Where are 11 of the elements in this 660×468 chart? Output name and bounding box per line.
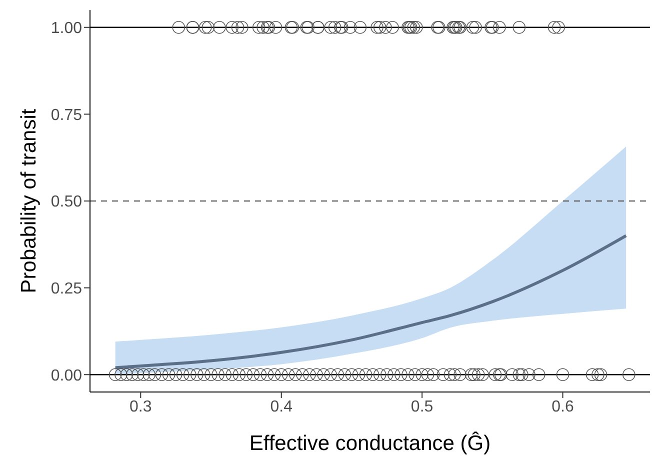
- y-axis-title: Probability of transit: [17, 108, 40, 294]
- x-tick-label: 0.5: [410, 398, 434, 416]
- y-tick-label: 1.00: [50, 20, 82, 38]
- x-tick-label: 0.6: [552, 398, 574, 416]
- y-tick-label: 0.00: [50, 367, 82, 384]
- x-tick-label: 0.3: [130, 398, 152, 416]
- y-tick-label: 0.50: [50, 194, 82, 211]
- x-tick-label: 0.4: [270, 398, 293, 416]
- x-axis-title: Effective conductance (Ĝ): [249, 431, 491, 455]
- y-tick-label: 0.25: [50, 280, 82, 298]
- y-tick-label: 0.75: [50, 106, 82, 124]
